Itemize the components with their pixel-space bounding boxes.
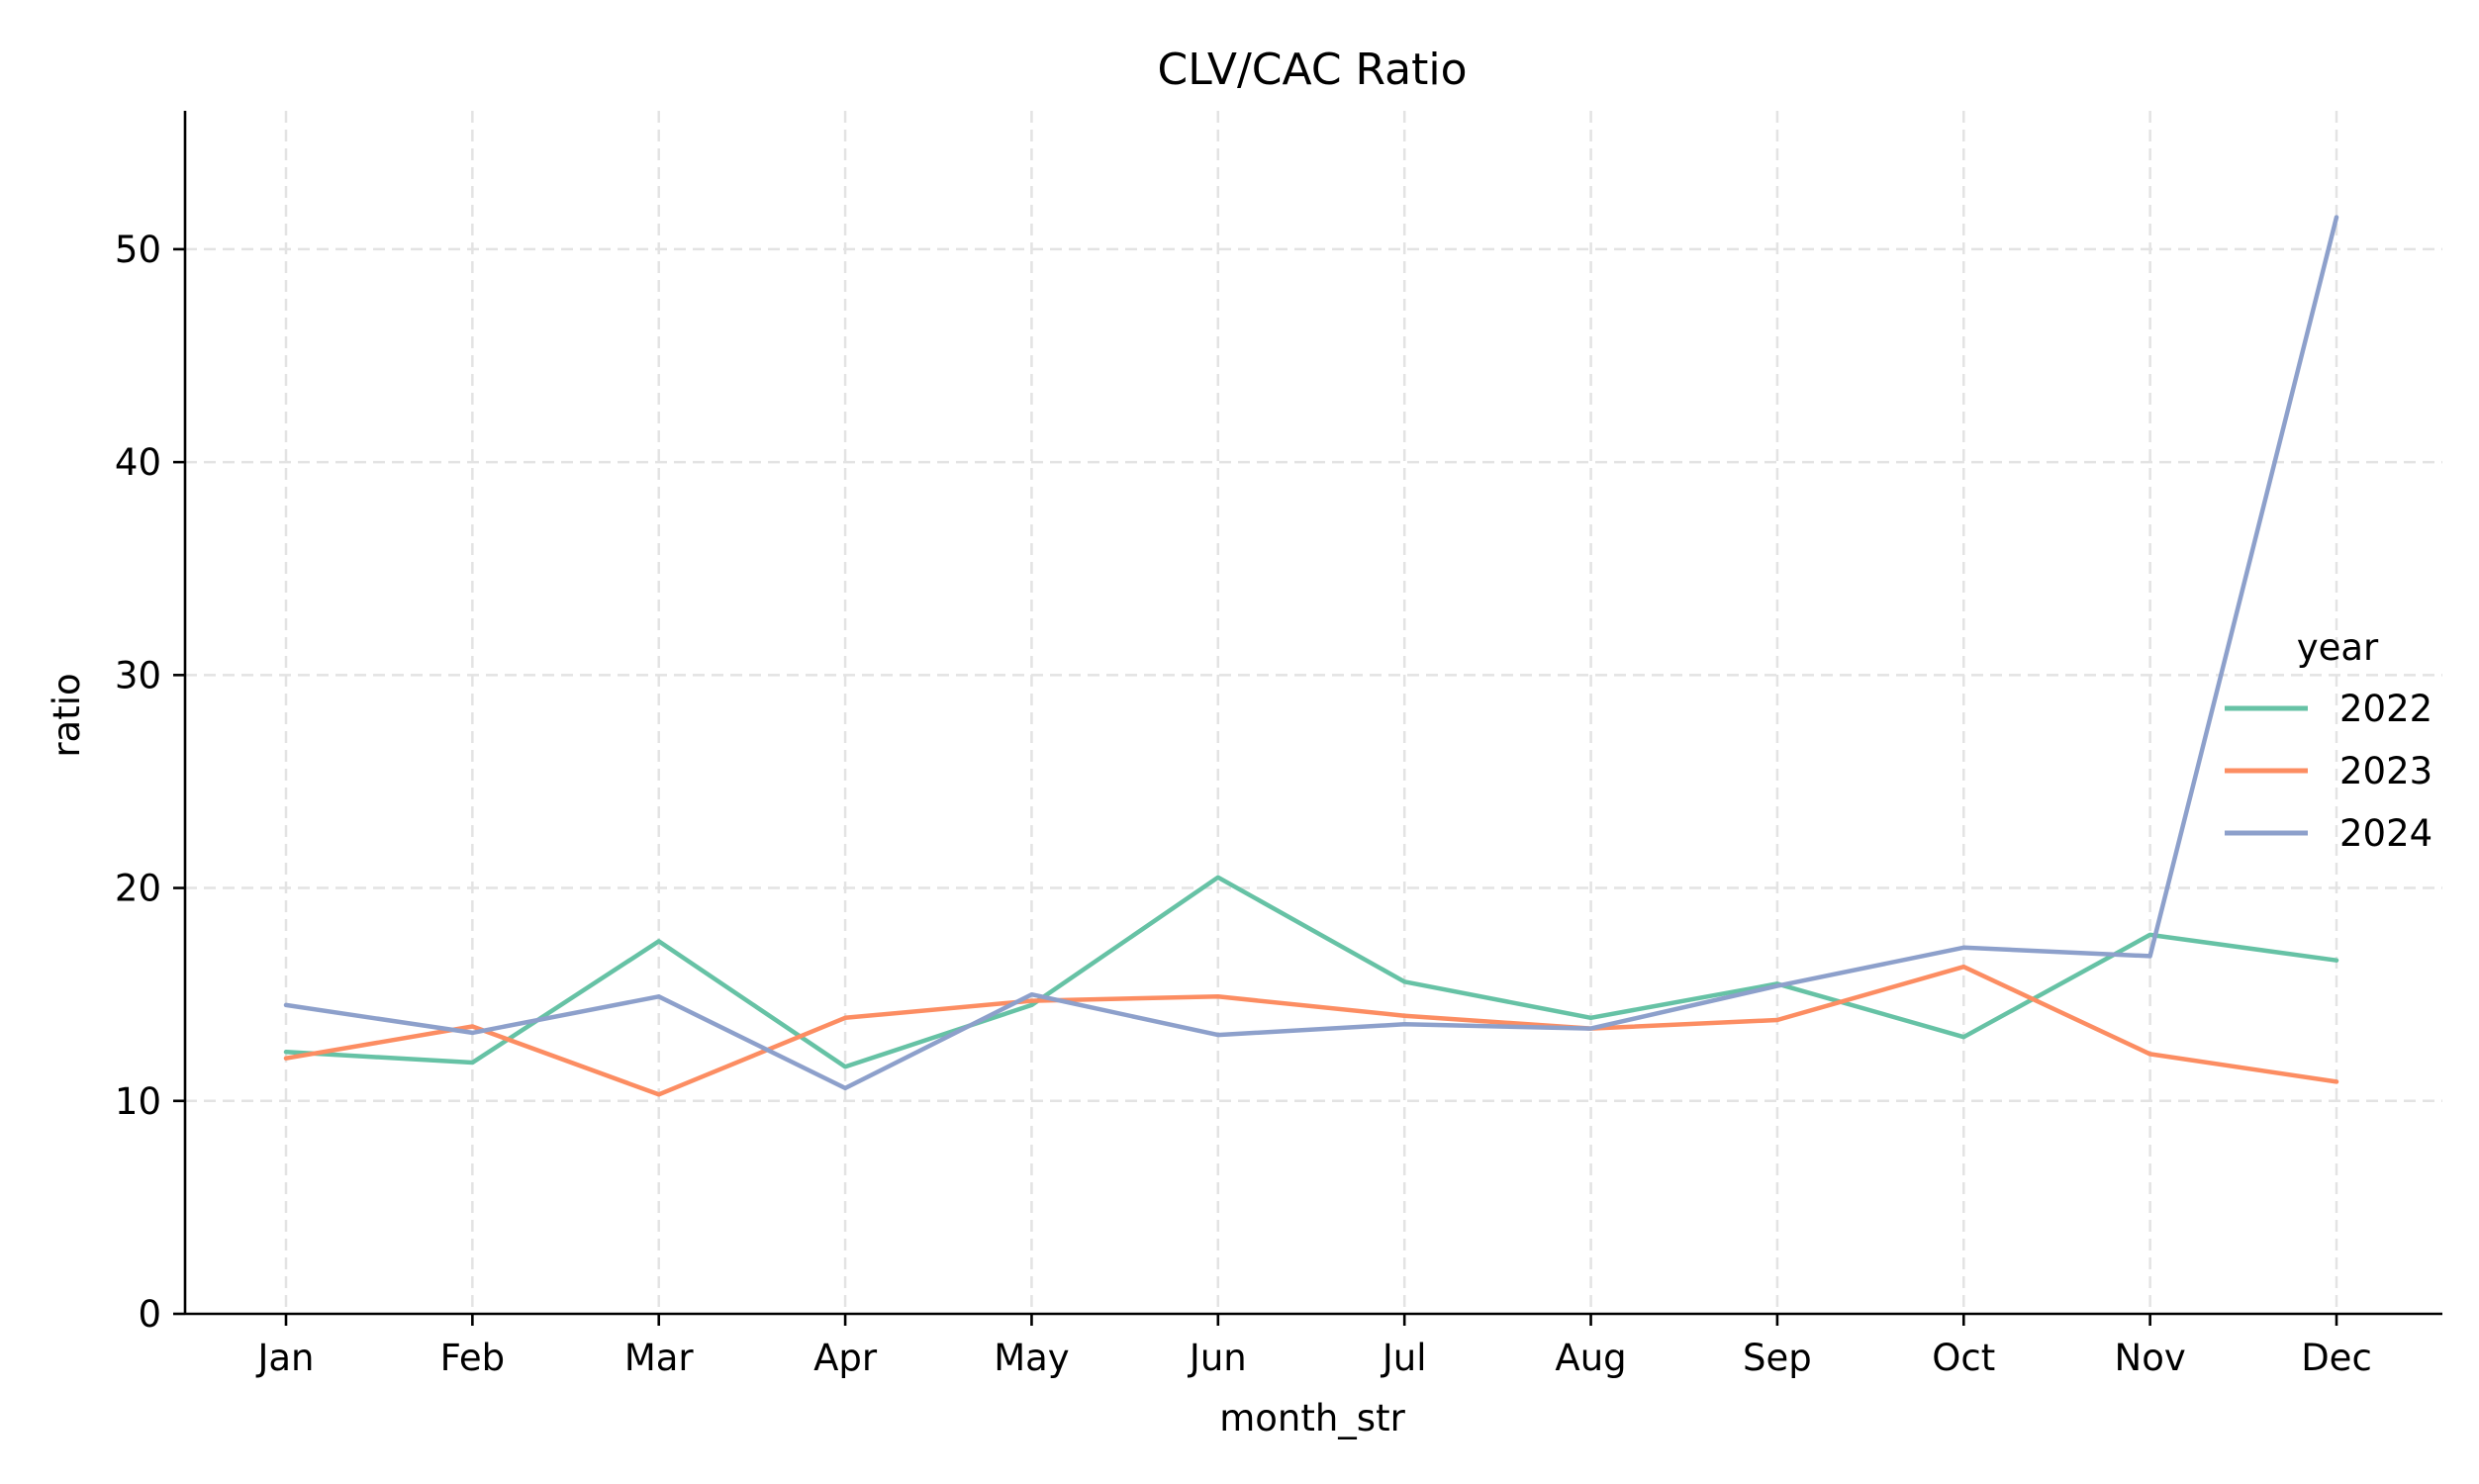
x-tick-label: Feb	[440, 1337, 506, 1379]
y-ticks: 0 10 20 30 40 50	[115, 229, 185, 1336]
x-tick-label: Apr	[813, 1337, 878, 1379]
y-tick-label: 40	[115, 441, 161, 484]
grid	[185, 111, 2442, 1314]
x-tick-label: Nov	[2115, 1337, 2186, 1379]
x-tick-label: May	[994, 1337, 1070, 1379]
legend-label-2024: 2024	[2339, 812, 2432, 855]
series-lines	[283, 215, 2339, 1097]
x-tick-label: Mar	[624, 1337, 695, 1379]
y-tick-label: 30	[115, 654, 161, 696]
x-tick-label: Dec	[2301, 1337, 2372, 1379]
chart-title: CLV/CAC Ratio	[1157, 45, 1467, 95]
y-axis-label: ratio	[46, 673, 88, 757]
axes	[183, 111, 2442, 1316]
legend: year 2022 2023 2024	[2225, 626, 2432, 855]
y-tick-label: 50	[115, 229, 161, 271]
legend-label-2023: 2023	[2339, 750, 2432, 792]
x-tick-label: Jul	[1381, 1337, 1427, 1379]
legend-title: year	[2297, 626, 2379, 669]
legend-label-2022: 2022	[2339, 688, 2432, 730]
x-tick-label: Aug	[1555, 1337, 1626, 1379]
x-tick-label: Jan	[255, 1337, 314, 1379]
y-tick-label: 20	[115, 868, 161, 910]
x-ticks: Jan Feb Mar Apr May Jun Jul Aug Sep Oct Nov Dec	[255, 1314, 2372, 1379]
y-tick-label: 10	[115, 1080, 161, 1123]
series-line-2023	[283, 964, 2339, 1097]
x-tick-label: Jun	[1188, 1337, 1247, 1379]
x-tick-label: Oct	[1932, 1337, 1995, 1379]
legend-items: 2022 2023 2024	[2225, 688, 2432, 855]
y-tick-label: 0	[138, 1293, 161, 1336]
x-tick-label: Sep	[1743, 1337, 1812, 1379]
x-axis-label: month_str	[1219, 1397, 1405, 1439]
series-line-2024	[283, 215, 2339, 1091]
series-line-2022	[283, 875, 2339, 1069]
